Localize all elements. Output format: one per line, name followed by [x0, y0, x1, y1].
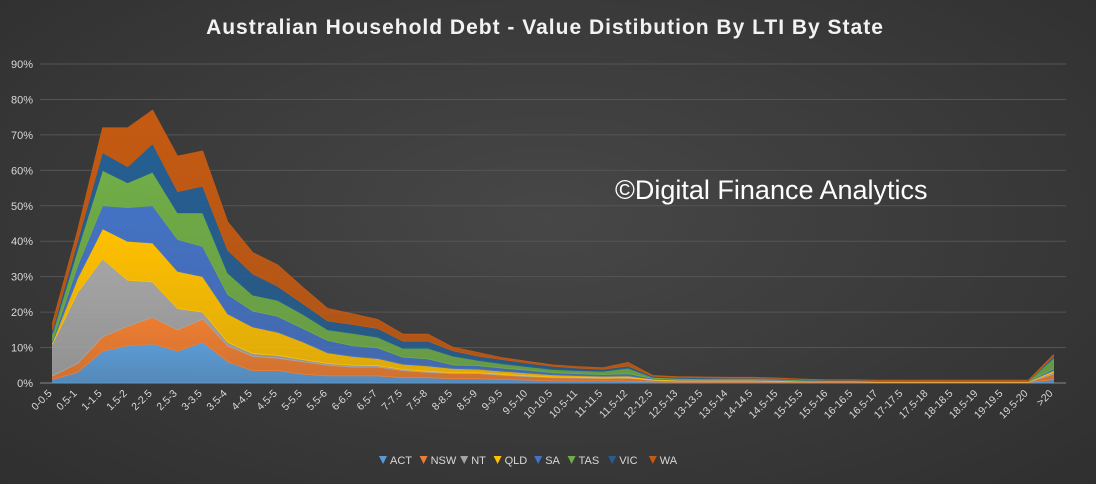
legend-swatch-nt — [460, 456, 469, 464]
legend-swatch-tas — [567, 456, 576, 464]
legend-label-wa: WA — [660, 455, 678, 467]
x-tick-label: 7-7.5 — [380, 388, 406, 414]
y-tick-label: 30% — [11, 272, 33, 284]
x-tick-label: 3.5-4 — [204, 388, 230, 414]
legend-label-tas: TAS — [579, 455, 600, 467]
x-tick-label: 6.5-7 — [355, 388, 381, 414]
series-group — [52, 109, 1054, 384]
legend-swatch-nsw — [419, 456, 428, 464]
x-tick-label: 2.5-3 — [154, 388, 180, 414]
y-tick-label: 10% — [11, 343, 33, 355]
x-tick-label: 4-4.5 — [229, 388, 255, 414]
y-tick-label: 70% — [11, 130, 33, 142]
x-tick-label: 3-3.5 — [179, 388, 205, 414]
legend-swatch-vic — [608, 456, 617, 464]
x-tick-label: 1-1.5 — [79, 388, 105, 414]
y-tick-label: 80% — [11, 94, 33, 106]
y-tick-label: 20% — [11, 307, 33, 319]
y-tick-label: 50% — [11, 201, 33, 213]
legend-label-nsw: NSW — [431, 455, 457, 467]
x-tick-label: 10.5-11 — [547, 388, 580, 421]
legend-label-nt: NT — [471, 455, 486, 467]
watermark: ©Digital Finance Analytics — [615, 175, 928, 205]
y-tick-label: 60% — [11, 165, 33, 177]
x-tick-label: 0-0.5 — [29, 388, 55, 414]
x-tick-label: 4.5-5 — [254, 388, 280, 414]
y-tick-label: 0% — [17, 378, 33, 390]
legend-label-vic: VIC — [619, 455, 637, 467]
y-tick-label: 90% — [11, 59, 33, 71]
legend-swatch-act — [379, 456, 387, 464]
x-tick-label: 8-8.5 — [430, 388, 456, 414]
x-tick-label: 5.5-6 — [304, 388, 330, 414]
legend-label-act: ACT — [390, 455, 412, 467]
legend-label-qld: QLD — [505, 455, 528, 467]
chart-title: Australian Household Debt - Value Distib… — [206, 16, 884, 39]
legend-swatch-sa — [534, 456, 543, 464]
series-area-wa — [52, 109, 1054, 381]
x-tick-label: 5-5.5 — [279, 388, 305, 414]
x-tick-label: 0.5-1 — [54, 388, 80, 414]
x-tick-label: >20 — [1035, 388, 1056, 409]
legend-swatch-qld — [493, 456, 502, 464]
x-tick-label: 2-2.5 — [129, 388, 155, 414]
x-tick-label: 1.5-2 — [104, 388, 130, 414]
x-tick-label: 7.5-8 — [405, 388, 431, 414]
legend-label-sa: SA — [545, 455, 560, 467]
legend-swatch-wa — [648, 456, 657, 464]
y-tick-label: 40% — [11, 236, 33, 248]
x-tick-label: 6-6.5 — [330, 388, 356, 414]
x-tick-label: 8.5-9 — [455, 388, 481, 414]
